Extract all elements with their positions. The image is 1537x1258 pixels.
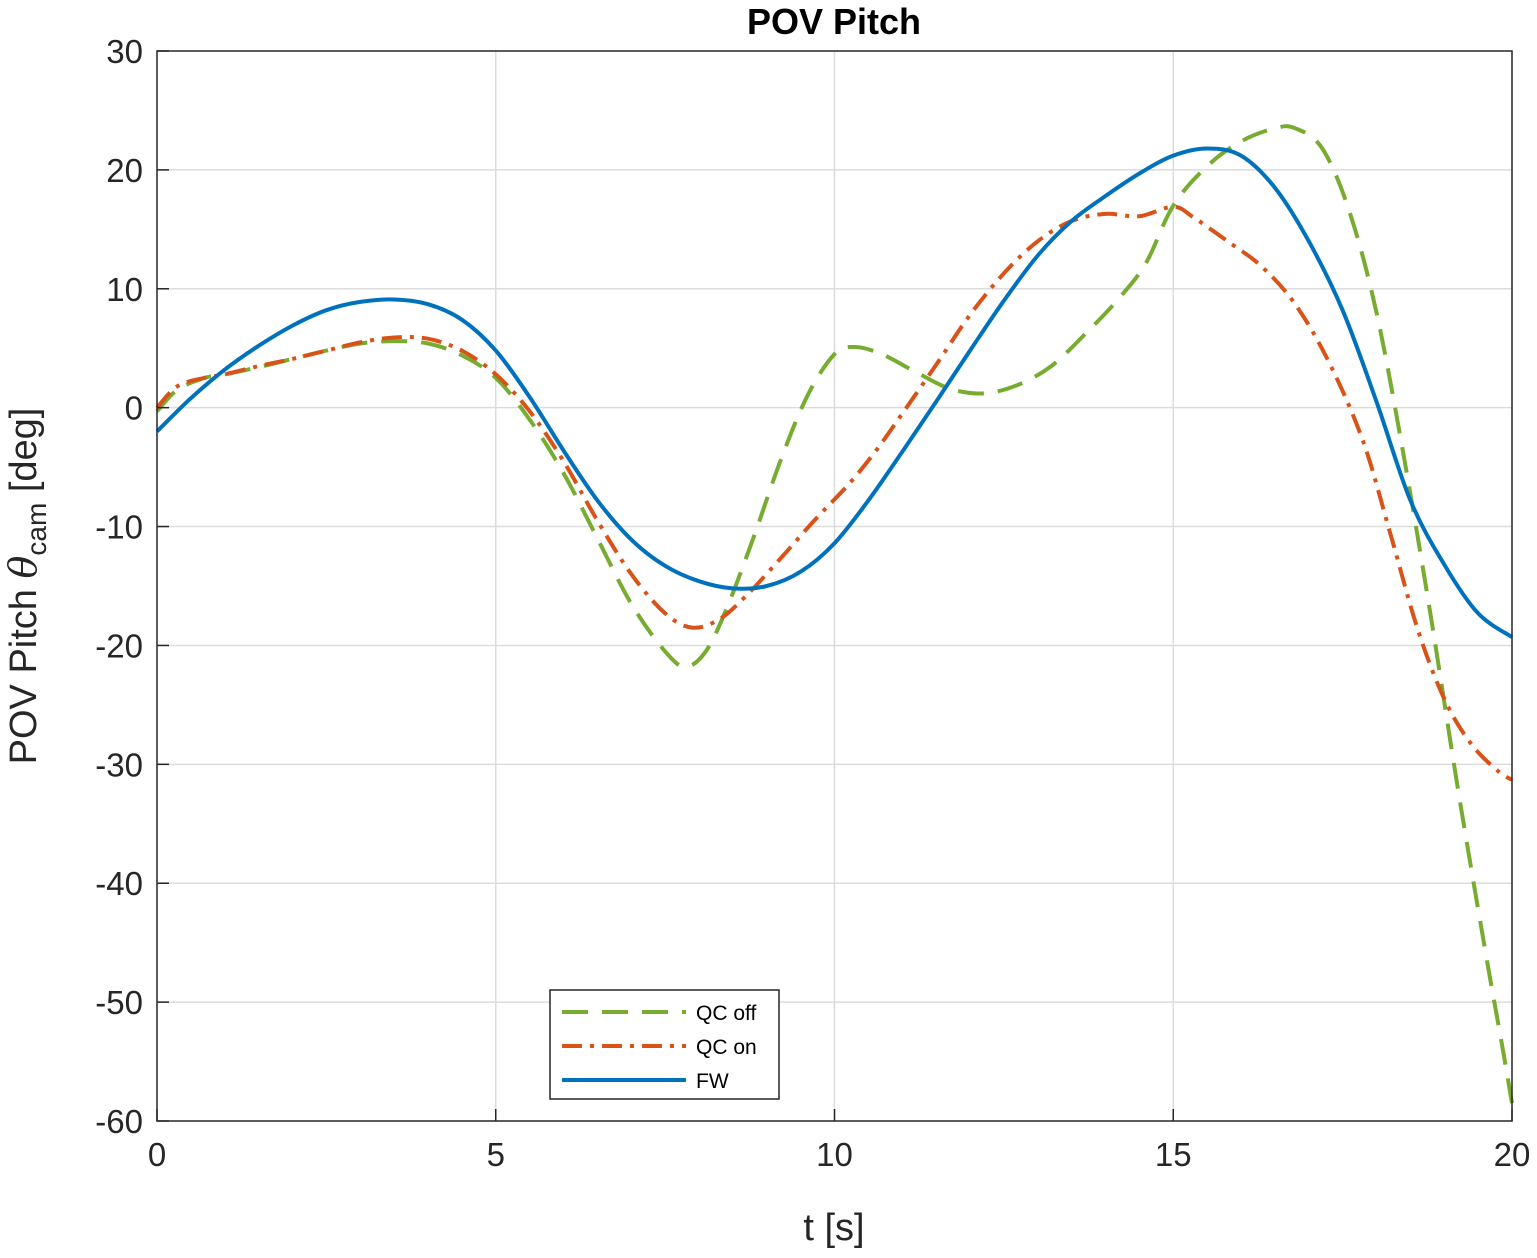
- y-tick-label: -40: [95, 865, 143, 902]
- x-tick-label: 5: [487, 1136, 505, 1173]
- y-tick-label: -10: [95, 509, 143, 546]
- y-tick-label: -30: [95, 746, 143, 783]
- y-tick-label: -50: [95, 984, 143, 1021]
- x-tick-label: 20: [1494, 1136, 1531, 1173]
- chart-title: POV Pitch: [747, 1, 921, 42]
- y-axis-label-suffix: [deg]: [3, 408, 45, 503]
- x-tick-label: 0: [148, 1136, 166, 1173]
- y-tick-label: -60: [95, 1103, 143, 1140]
- legend-label-qc-on: QC on: [696, 1036, 757, 1059]
- series-layer: [155, 124, 1514, 1104]
- legend-label-fw: FW: [696, 1070, 729, 1093]
- series-line-qc-off: [155, 124, 1514, 1104]
- y-tick-label: 20: [106, 152, 143, 189]
- grid-layer: [157, 51, 1512, 1121]
- x-axis-label: t [s]: [803, 1207, 864, 1249]
- tick-layer: 0 5 10 15 20 30 20 10 0 -10 -20 -30 -40 -50 -60: [95, 33, 1530, 1173]
- x-tick-label: 15: [1155, 1136, 1192, 1173]
- y-tick-label: 30: [106, 33, 143, 70]
- y-tick-label: 10: [106, 271, 143, 308]
- y-axis-label-symbol: θ: [1, 556, 45, 579]
- y-tick-label: -20: [95, 627, 143, 664]
- y-axis-label: POV Pitch θcam [deg]: [1, 408, 52, 765]
- legend: QC off QC on FW: [549, 989, 780, 1100]
- y-axis-label-subscript: cam: [21, 503, 52, 556]
- x-tick-label: 10: [816, 1136, 853, 1173]
- series-line-fw: [155, 146, 1514, 639]
- y-tick-label: 0: [125, 390, 143, 427]
- y-axis-label-prefix: POV Pitch: [3, 579, 45, 765]
- legend-label-qc-off: QC off: [696, 1002, 756, 1025]
